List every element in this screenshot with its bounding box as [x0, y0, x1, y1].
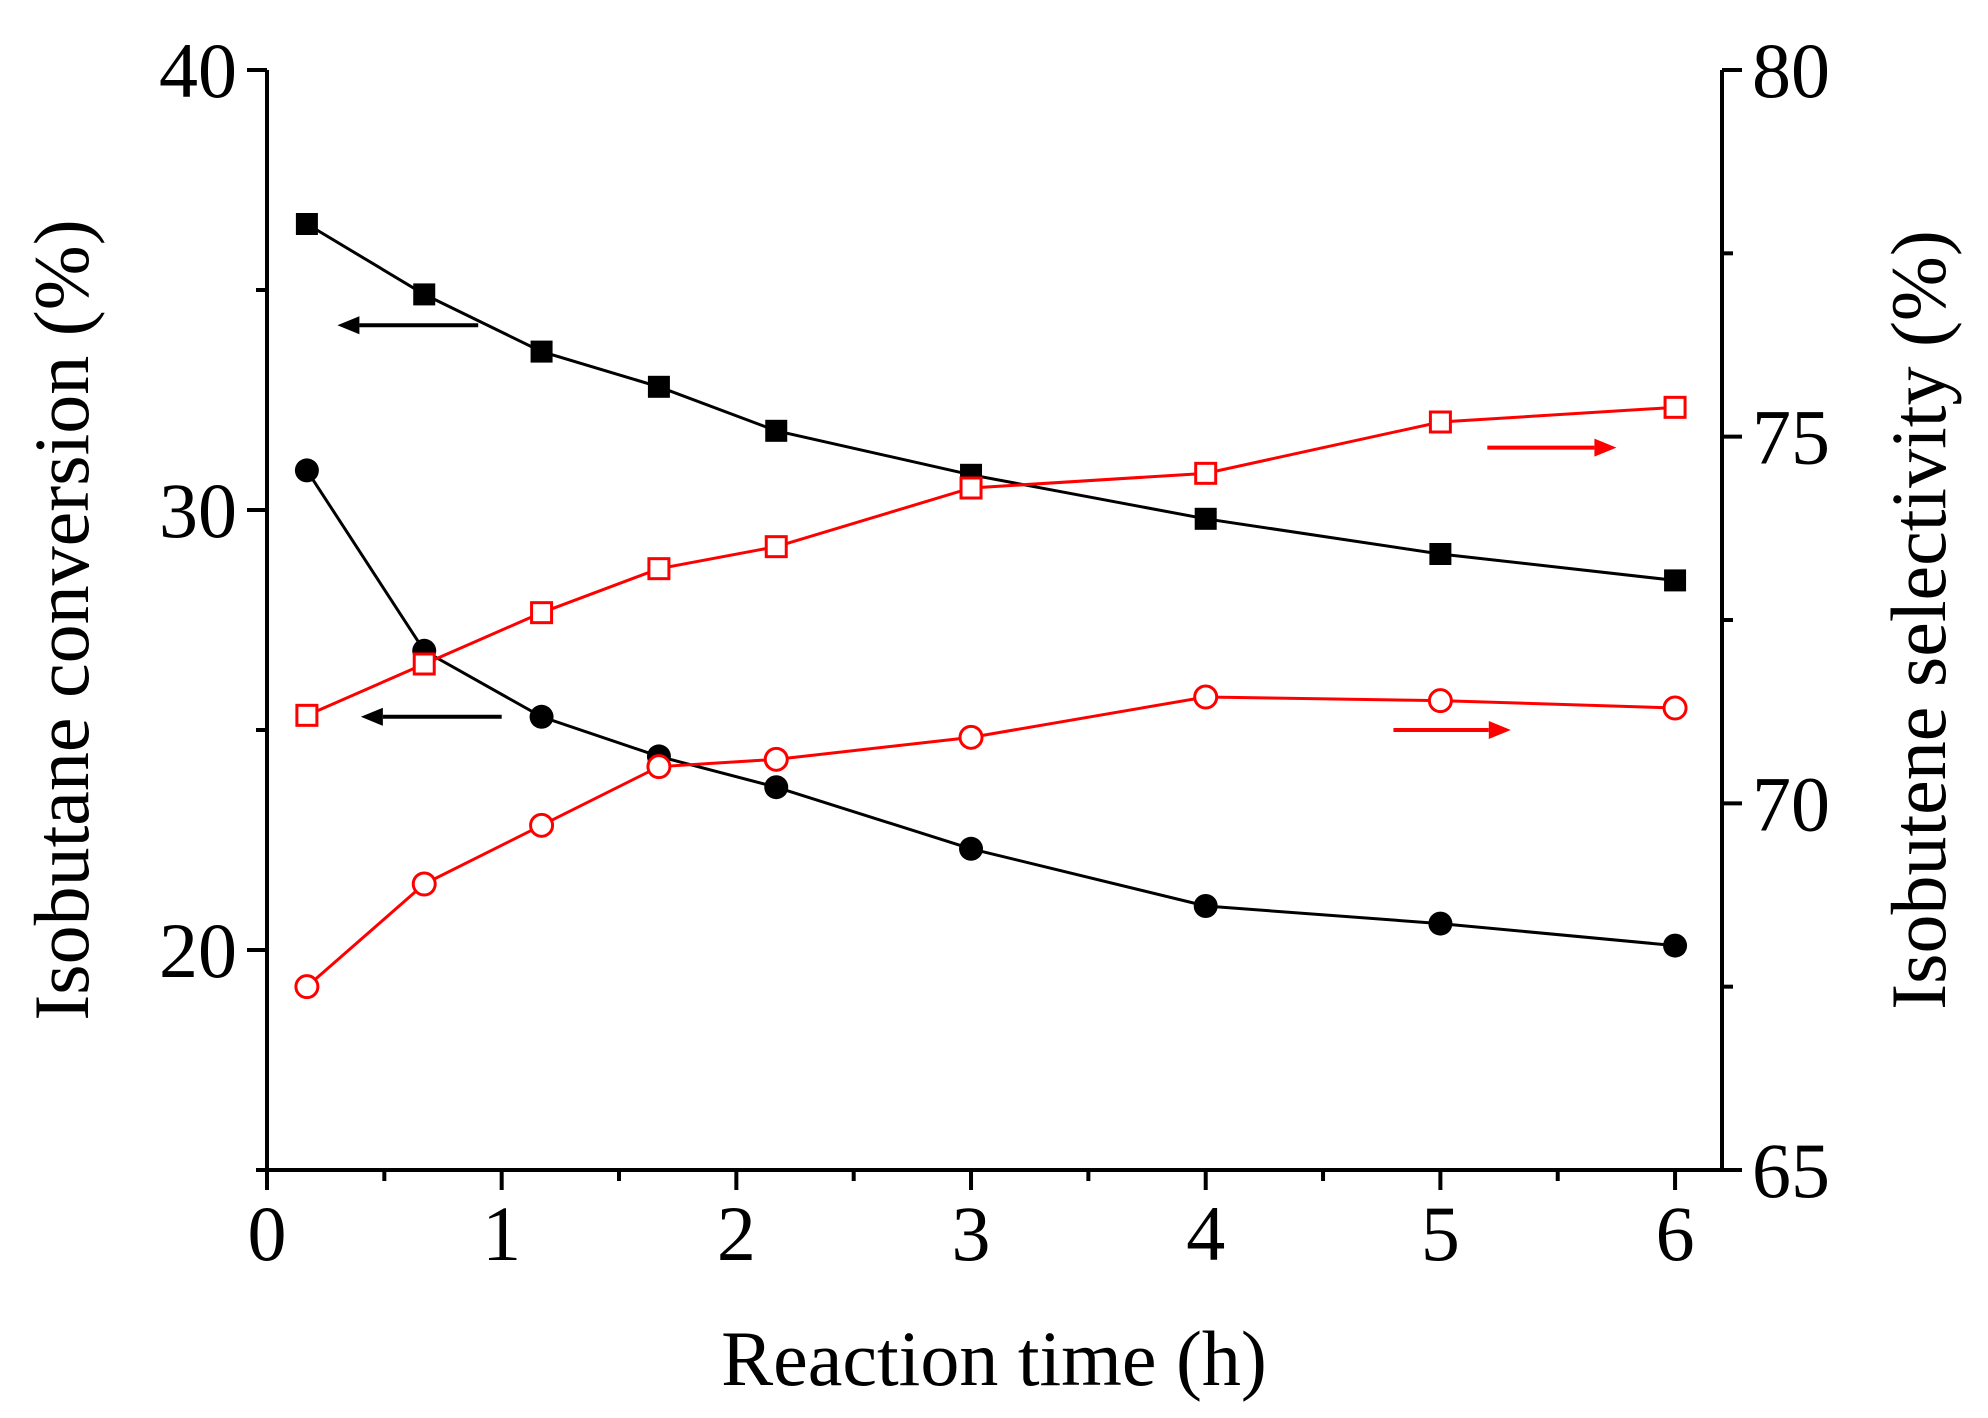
data-point-square-filled: [1194, 507, 1217, 530]
data-point-square-open: [1428, 410, 1452, 434]
axes-frame: [265, 70, 1724, 1172]
x-axis-label: Reaction time (h): [721, 1315, 1267, 1402]
axis-ticks: [247, 68, 1742, 1190]
data-point-square-filled: [765, 419, 788, 442]
data-point-circle-open: [294, 974, 320, 1000]
data-point-square-filled: [530, 340, 553, 363]
y-left-tick-label: 40: [159, 27, 237, 114]
data-point-square-open: [1194, 461, 1218, 485]
y-axis-left-label: Isobutane conversion (%): [18, 219, 105, 1020]
data-point-circle-open: [763, 746, 789, 772]
data-point-circle-open: [1193, 684, 1219, 710]
y-left-tick-label: 20: [159, 907, 237, 994]
data-point-square-open: [412, 652, 436, 676]
data-point-circle-open: [1427, 688, 1453, 714]
arrow-left-circles: [360, 707, 502, 726]
data-point-circle-open: [411, 871, 437, 897]
x-tick-label: 4: [1186, 1190, 1225, 1277]
x-tick-label: 3: [952, 1190, 991, 1277]
data-point-square-open: [1663, 395, 1687, 419]
y-axis-right-label: Isobutene selectivity (%): [1875, 230, 1962, 1010]
data-point-square-filled: [647, 375, 670, 398]
x-tick-label: 1: [482, 1190, 521, 1277]
direction-arrows: [337, 316, 1617, 739]
arrow-right-circles: [1393, 721, 1511, 739]
y-right-tick-label: 65: [1752, 1127, 1830, 1214]
data-point-square-open: [647, 557, 671, 581]
data-point-circle-open: [646, 754, 672, 780]
y-right-tick-label: 80: [1752, 27, 1830, 114]
data-point-square-open: [959, 476, 983, 500]
tick-labels: 0 1 2 3 4 5 6 20 30 40 65 70 75 80: [159, 27, 1830, 1277]
series-line-1: [306, 222, 1676, 582]
arrow-head: [1488, 721, 1511, 739]
data-point-circle-filled: [764, 775, 789, 800]
data-point-square-open: [530, 601, 554, 625]
arrow-right-squares: [1487, 438, 1617, 457]
data-point-circle-filled: [1193, 894, 1218, 918]
arrow-left-squares: [337, 316, 479, 335]
series-markers: [294, 213, 1688, 1000]
data-point-circle-filled: [1428, 911, 1453, 936]
y-right-tick-label: 75: [1752, 394, 1830, 481]
data-point-circle-filled: [959, 836, 984, 861]
data-point-circle-open: [1662, 695, 1688, 721]
x-tick-label: 0: [248, 1190, 287, 1277]
data-point-square-filled: [413, 283, 436, 306]
y-right-tick-label: 70: [1752, 760, 1830, 847]
arrow-head: [1594, 438, 1617, 457]
series-lines: [305, 222, 1676, 988]
x-tick-label: 5: [1421, 1190, 1460, 1277]
y-left-tick-label: 30: [159, 467, 237, 554]
series-line-2: [305, 469, 1676, 948]
data-point-square-open: [764, 535, 788, 559]
series-line-3: [306, 405, 1676, 717]
data-point-circle-open: [958, 724, 984, 750]
x-tick-label: 2: [717, 1190, 756, 1277]
data-point-square-filled: [1429, 543, 1452, 565]
x-tick-label: 6: [1656, 1190, 1695, 1277]
data-point-circle-filled: [529, 704, 554, 729]
data-point-circle-open: [529, 812, 555, 838]
data-point-square-filled: [295, 213, 318, 235]
series-line-4: [305, 695, 1676, 988]
data-point-circle-filled: [294, 458, 319, 483]
arrow-head: [337, 316, 360, 335]
data-point-circle-filled: [1663, 933, 1688, 958]
data-point-square-open: [295, 703, 319, 727]
data-point-square-filled: [1664, 569, 1687, 592]
arrow-head: [360, 707, 383, 726]
